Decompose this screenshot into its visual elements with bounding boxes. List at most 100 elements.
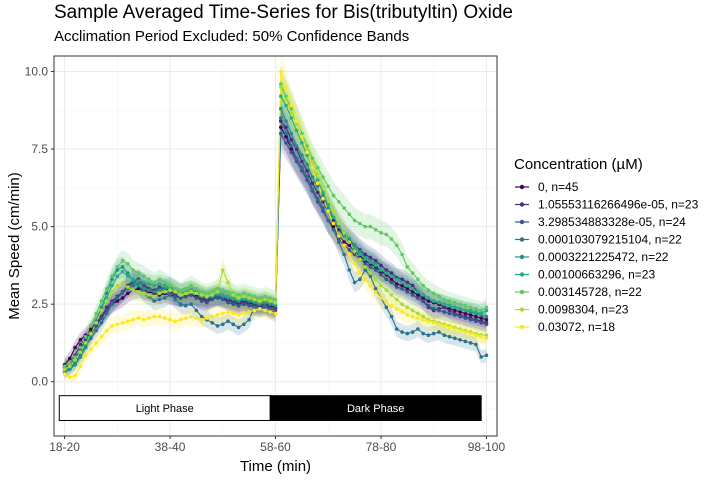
data-point (437, 308, 441, 313)
data-point (389, 280, 394, 285)
data-point (289, 106, 294, 111)
data-point (78, 355, 83, 359)
data-point (273, 311, 278, 316)
data-point (315, 178, 320, 182)
data-point (368, 274, 373, 279)
data-point (104, 299, 109, 303)
data-point (294, 156, 299, 161)
data-point (89, 347, 93, 351)
data-point (94, 341, 98, 345)
data-point (104, 328, 109, 333)
data-point (321, 193, 325, 198)
data-point (141, 286, 146, 291)
data-point (347, 212, 352, 216)
data-point (463, 308, 468, 313)
data-point (337, 237, 341, 241)
data-point (321, 209, 325, 213)
data-point (389, 303, 394, 308)
data-point (389, 274, 394, 279)
data-point (173, 290, 178, 294)
data-point (110, 290, 114, 294)
data-point (373, 258, 378, 263)
data-point (199, 299, 204, 303)
data-point (104, 296, 109, 300)
data-point (173, 286, 178, 291)
data-point (426, 288, 431, 293)
data-point (358, 277, 362, 282)
data-point (474, 342, 478, 347)
data-point (337, 200, 341, 204)
data-point (178, 302, 183, 307)
data-point (115, 268, 120, 272)
data-point (363, 257, 368, 262)
data-point (194, 296, 199, 300)
data-point (395, 297, 399, 302)
data-point (279, 106, 283, 111)
data-point (458, 314, 462, 319)
data-point (131, 317, 135, 322)
data-point (410, 283, 415, 288)
data-point (358, 249, 362, 254)
data-point (379, 268, 383, 272)
data-point (384, 271, 389, 275)
data-point (152, 290, 156, 294)
data-point (421, 283, 426, 288)
data-point (410, 293, 415, 297)
data-point (115, 283, 120, 288)
data-point (310, 159, 315, 164)
confidence-band (64, 52, 487, 383)
data-point (442, 302, 447, 307)
data-point (284, 97, 288, 102)
data-point (305, 150, 309, 154)
data-point (163, 290, 167, 294)
data-point (89, 331, 93, 336)
data-point (83, 345, 88, 350)
data-point (231, 311, 236, 316)
data-point (120, 258, 125, 263)
data-point (126, 262, 130, 266)
data-point (73, 362, 77, 367)
data-point (410, 290, 415, 294)
data-point (104, 286, 109, 291)
data-point (431, 321, 436, 325)
data-point (342, 243, 346, 247)
data-point (284, 125, 288, 130)
data-point (120, 321, 125, 325)
data-point (115, 265, 120, 269)
data-point (184, 303, 188, 308)
legend-item-label: 0.000103079215104, n=22 (538, 233, 682, 247)
data-point (83, 341, 88, 345)
data-point (468, 317, 473, 322)
legend-item-label: 1.05553116266496e-05, n=23 (538, 198, 699, 212)
data-point (221, 288, 225, 293)
data-point (416, 296, 420, 300)
legend-key-point (519, 289, 525, 295)
data-point (405, 265, 410, 269)
data-point (447, 299, 452, 303)
data-point (410, 286, 415, 291)
data-point (315, 200, 320, 204)
data-point (437, 322, 441, 327)
data-point (226, 280, 230, 285)
data-point (368, 265, 373, 269)
data-point (131, 268, 135, 272)
data-point (189, 293, 193, 297)
data-point (373, 227, 378, 232)
data-point (294, 128, 299, 133)
data-point (136, 286, 141, 291)
data-point (337, 224, 341, 229)
data-point (458, 307, 462, 311)
data-point (236, 293, 241, 297)
data-point (405, 286, 410, 291)
data-point (410, 308, 415, 313)
data-point (458, 310, 462, 314)
data-point (368, 255, 373, 260)
legend-title: Concentration (µM) (514, 156, 643, 173)
legend-item-label: 0.003145728, n=22 (538, 285, 642, 299)
phase-bar: Light Phase Dark Phase (58, 395, 482, 421)
data-point (104, 305, 109, 310)
data-point (99, 308, 104, 313)
data-point (463, 339, 468, 344)
data-point (358, 271, 362, 275)
data-point (279, 119, 283, 123)
